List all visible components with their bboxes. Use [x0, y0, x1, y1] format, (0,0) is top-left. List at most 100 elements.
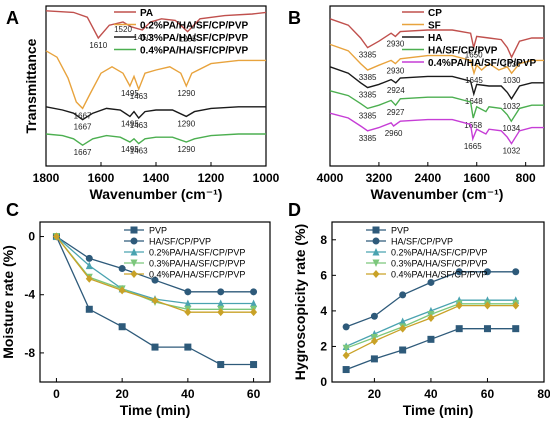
- peak-label: 2924: [387, 86, 405, 95]
- data-point: [370, 312, 378, 320]
- peak-label: 1645: [465, 76, 483, 85]
- peak-label: 1285: [179, 35, 197, 44]
- peak-label: 2960: [385, 129, 403, 138]
- data-point: [372, 226, 380, 234]
- panel-letter-c: C: [6, 200, 19, 220]
- data-point: [118, 265, 126, 273]
- data-point: [483, 268, 491, 276]
- x-tick-label: 1000: [253, 171, 280, 185]
- peak-label: 2930: [387, 39, 405, 48]
- y-tick-label: 4: [320, 304, 327, 318]
- x-axis-title: Time (min): [403, 402, 474, 418]
- x-tick-label: 1600: [88, 171, 115, 185]
- data-point: [342, 344, 350, 353]
- data-point: [217, 288, 225, 296]
- legend-label: PVP: [391, 226, 409, 236]
- data-point: [184, 288, 192, 296]
- peak-label: 3385: [359, 51, 377, 60]
- data-point: [250, 299, 258, 307]
- peak-label: 3385: [359, 134, 377, 143]
- x-tick-label: 60: [481, 387, 495, 401]
- peak-label: 1463: [130, 92, 148, 101]
- series-line: [329, 18, 544, 59]
- panel-letter-b: B: [288, 8, 301, 28]
- data-point: [250, 361, 258, 369]
- data-point: [372, 259, 380, 267]
- data-point: [342, 323, 350, 331]
- x-tick-label: 0: [53, 387, 60, 401]
- data-point: [184, 343, 192, 351]
- x-tick-label: 3200: [366, 171, 393, 185]
- data-point: [427, 314, 435, 322]
- legend-label: 0.4%PA/HA/SF/CP/PVP: [140, 46, 249, 57]
- data-point: [130, 270, 138, 278]
- plot-frame: [39, 221, 271, 383]
- y-tick-label: 0: [320, 375, 327, 389]
- y-tick-label: 6: [320, 268, 327, 282]
- peak-label: 1450: [133, 33, 151, 42]
- peak-label: 1667: [74, 111, 92, 120]
- data-point: [370, 337, 378, 346]
- legend-label: PVP: [149, 226, 167, 236]
- data-point: [399, 291, 407, 299]
- data-point: [85, 274, 93, 283]
- data-point: [455, 325, 463, 333]
- y-axis-title: Moisture rate (%): [0, 245, 16, 359]
- data-point: [130, 237, 138, 245]
- panel-letter-a: A: [6, 8, 19, 28]
- data-point: [455, 301, 463, 310]
- y-tick-label: -8: [24, 346, 35, 360]
- series-line: [45, 10, 267, 40]
- legend-label: CP: [428, 8, 442, 19]
- panel-c-moisture-chart: 0 20 40 60 0 -4 -8 Time (min) Moisture rate (%) P…: [0, 221, 271, 418]
- series-line: [45, 50, 266, 110]
- x-axis-title: Wavenumber (cm⁻¹): [371, 186, 504, 202]
- data-point: [217, 299, 225, 307]
- peak-label: 1290: [177, 145, 195, 154]
- data-point: [217, 308, 225, 317]
- peak-label: 2927: [387, 108, 405, 117]
- y-tick-label: 8: [320, 233, 327, 247]
- data-point: [151, 276, 159, 284]
- data-point: [483, 325, 491, 333]
- x-tick-label: 2400: [414, 171, 441, 185]
- legend-label: 0.3%PA/HA/SF/CP/PVP: [149, 259, 245, 269]
- data-point: [151, 296, 159, 305]
- data-point: [85, 254, 93, 262]
- data-point: [427, 335, 435, 343]
- peak-label: 1648: [465, 97, 483, 106]
- x-tick-label: 20: [115, 387, 129, 401]
- data-point: [427, 278, 435, 286]
- x-tick-label: 40: [181, 387, 195, 401]
- data-point: [512, 268, 520, 276]
- peak-label: 2930: [387, 67, 405, 76]
- data-point: [184, 308, 192, 317]
- data-point: [372, 248, 380, 256]
- x-tick-label: 1800: [33, 171, 60, 185]
- data-point: [370, 355, 378, 363]
- peak-label: 1495: [121, 89, 139, 98]
- series-line: [329, 66, 544, 101]
- x-axis-title: Time (min): [120, 402, 191, 418]
- data-point: [399, 317, 407, 326]
- peak-label: 1667: [74, 148, 92, 157]
- peak-label: 1495: [121, 145, 139, 154]
- peak-label: 1030: [503, 60, 521, 69]
- legend-label: HA/SF/CP/PVP: [428, 46, 498, 57]
- peak-label: 1034: [502, 124, 520, 133]
- peak-label: 1030: [503, 76, 521, 85]
- legend-label: 0.4%PA/HA/SF/CP/PVP: [391, 270, 487, 280]
- data-point: [372, 270, 380, 278]
- peak-label: 1650: [465, 51, 483, 60]
- legend-label: HA/SF/CP/PVP: [391, 237, 453, 247]
- legend-label: SF: [428, 21, 441, 32]
- panel-a-ftir-chart: 1800 1600 1400 1200 1000 Wavenumber (cm⁻¹) Tra…: [23, 5, 280, 202]
- series-line: [329, 90, 544, 123]
- x-tick-label: 80: [537, 387, 550, 401]
- data-point: [372, 237, 380, 245]
- x-tick-label: 800: [516, 171, 536, 185]
- data-point: [151, 343, 159, 351]
- peak-label: 3385: [359, 111, 377, 120]
- panel-d-hygroscopicity-chart: 20 40 60 80 0 2 4 6 8 Time (min) Hygroscopicity ra…: [292, 221, 550, 418]
